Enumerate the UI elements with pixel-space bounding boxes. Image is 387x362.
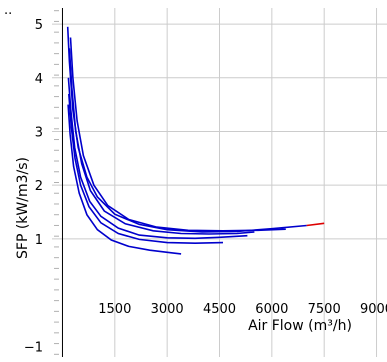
y-tick-labels: 1 2 3 4 5 −1: [24, 18, 43, 355]
x-tick-label-5: 9000: [360, 302, 387, 317]
x-tick-label-4: 7500: [308, 302, 341, 317]
y-axis-title: SFP (kW/m3/s): [15, 157, 31, 259]
series-line-2: [68, 48, 255, 235]
x-tick-label-2: 4500: [203, 302, 236, 317]
x-tick-label-0: 1500: [98, 302, 131, 317]
y-tick-label-4: 5: [35, 18, 43, 33]
x-tick-labels: 1500 3000 4500 6000 7500 9000: [98, 302, 387, 317]
series-line-4: [68, 93, 224, 245]
grid: [52, 8, 387, 357]
y-tick-label-1: 2: [35, 179, 43, 194]
series-line-5: [67, 104, 182, 255]
corner-mark: ..: [4, 3, 12, 18]
series-line-0: [66, 26, 307, 233]
y-tick-label-neg-0: −1: [24, 340, 43, 355]
series-line-1: [69, 37, 286, 232]
series-line-3: [67, 77, 248, 240]
series-highlight-0: [306, 222, 325, 227]
y-tick-label-0: 1: [35, 233, 43, 248]
x-axis-title: Air Flow (m³/h): [248, 318, 352, 334]
x-tick-label-3: 6000: [255, 302, 288, 317]
y-tick-label-2: 3: [35, 125, 43, 140]
minor-ticks: [54, 10, 59, 355]
series-layer: [66, 26, 325, 255]
y-tick-label-3: 4: [35, 72, 43, 87]
x-tick-label-1: 3000: [151, 302, 184, 317]
